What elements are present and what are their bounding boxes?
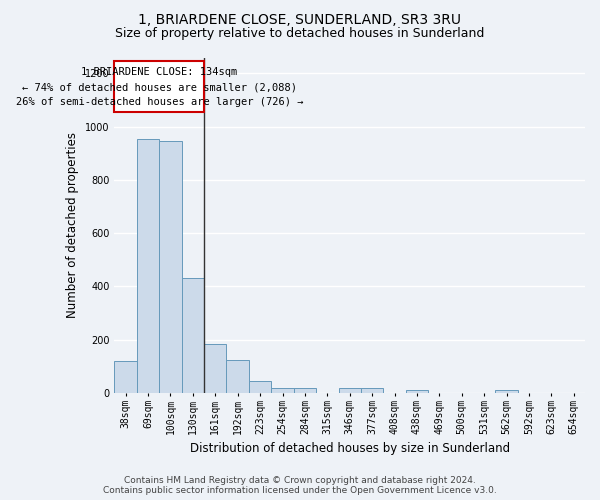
Bar [249,381,271,393]
Text: 26% of semi-detached houses are larger (726) →: 26% of semi-detached houses are larger (… [16,97,303,107]
Text: ← 74% of detached houses are smaller (2,088): ← 74% of detached houses are smaller (2,… [22,82,297,92]
Bar [294,388,316,393]
Bar [361,388,383,393]
Bar [406,390,428,393]
Bar [137,138,159,393]
Bar [496,390,518,393]
Bar [159,140,182,393]
Bar [204,344,226,393]
X-axis label: Distribution of detached houses by size in Sunderland: Distribution of detached houses by size … [190,442,510,455]
Bar [271,388,294,393]
Bar [115,361,137,393]
Bar [182,278,204,393]
Text: 1 BRIARDENE CLOSE: 134sqm: 1 BRIARDENE CLOSE: 134sqm [81,66,238,76]
FancyBboxPatch shape [115,62,204,112]
Y-axis label: Number of detached properties: Number of detached properties [67,132,79,318]
Text: 1, BRIARDENE CLOSE, SUNDERLAND, SR3 3RU: 1, BRIARDENE CLOSE, SUNDERLAND, SR3 3RU [139,12,461,26]
Text: Contains HM Land Registry data © Crown copyright and database right 2024.
Contai: Contains HM Land Registry data © Crown c… [103,476,497,495]
Bar [338,388,361,393]
Text: Size of property relative to detached houses in Sunderland: Size of property relative to detached ho… [115,28,485,40]
Bar [226,360,249,393]
